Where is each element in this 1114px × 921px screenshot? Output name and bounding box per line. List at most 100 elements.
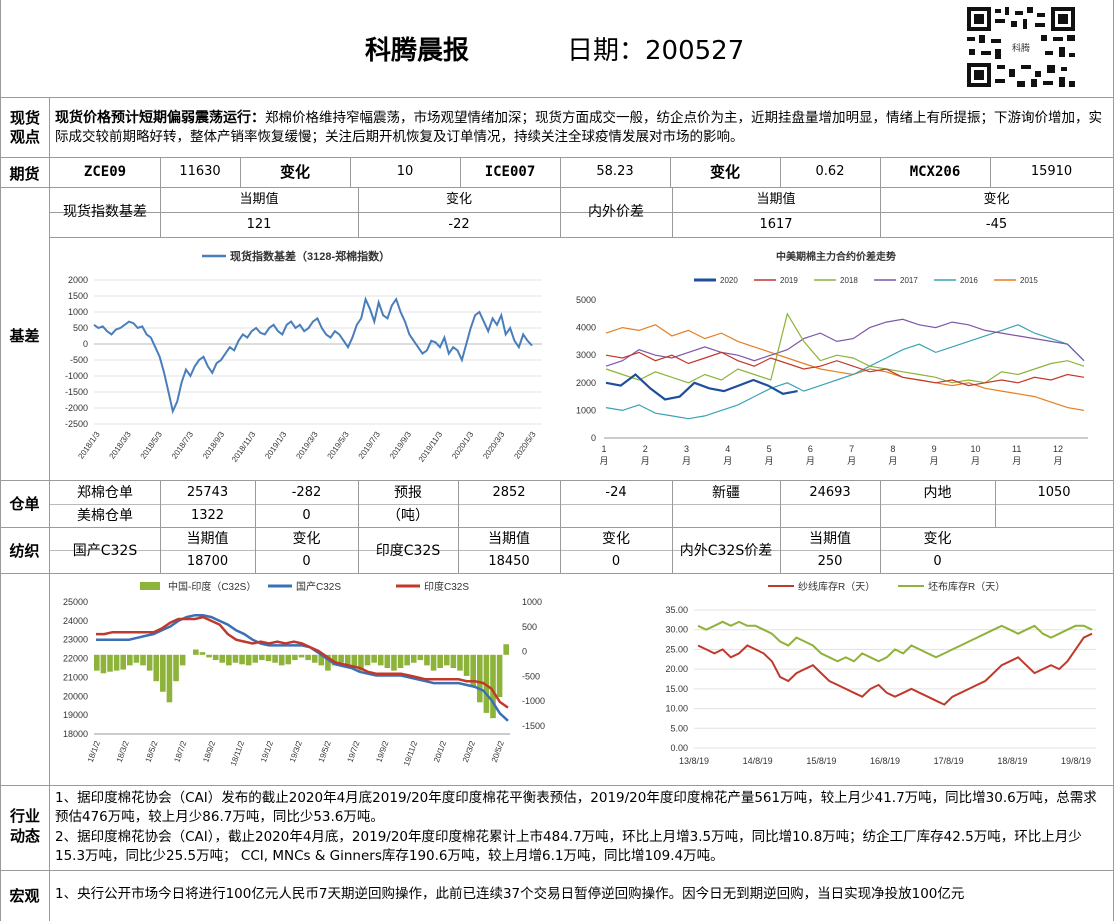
basis-x-tick: 2019/11/3 <box>417 430 445 464</box>
spread-legend-label: 2017 <box>900 276 918 285</box>
c32s-diff-bar <box>278 654 285 666</box>
spread-y-tick: 4000 <box>576 323 596 333</box>
c32s-diff-bar <box>179 654 186 666</box>
label-basis: 基差 <box>9 327 40 345</box>
c32s-price-chart: 中国-印度（C32S） 国产C32S 印度C32S 25000 24000 23000 22… <box>63 580 545 767</box>
spread-x-tick-num: 7 <box>849 444 854 454</box>
spread-legend-label: 2016 <box>960 276 978 285</box>
c32s-diff-bar <box>166 654 173 703</box>
ind-chg-value: 0 <box>611 554 621 569</box>
label-futures: 期货 <box>9 165 40 183</box>
c32s-diff-bar <box>437 654 443 668</box>
spot-index-basis-label: 现货指数基差 <box>63 204 147 220</box>
inland-value: 1050 <box>1037 485 1071 500</box>
label-macro: 宏观 <box>9 887 40 905</box>
forecast-value: 2852 <box>492 485 526 500</box>
c32s-x-tick: 19/1/2 <box>259 739 275 763</box>
report-date: 日期：200527 <box>567 36 745 66</box>
c32s-diff-bar <box>311 654 318 663</box>
spot-index-basis-chart: 2000 1500 1000 500 0 -500 -1000 -1500 -2000 -2500… <box>65 249 542 464</box>
spread-legend-label: 2018 <box>840 276 858 285</box>
c32s-diff-bar <box>404 654 410 666</box>
dom-chg-value: 0 <box>302 554 311 569</box>
spot-view-heading: 现货价格预计短期偏弱震荡运行： <box>55 110 265 126</box>
spread-x-tick-num: 1 <box>601 444 606 454</box>
c32s-series-国产C32S <box>96 613 509 722</box>
futures-value-zce: 11630 <box>179 164 221 179</box>
inventory-x-tick: 19/8/19 <box>1061 756 1091 766</box>
inventory-y-tick: 10.00 <box>665 704 688 714</box>
basis-y-tick: 500 <box>73 323 88 333</box>
spread-x-tick-unit: 月 <box>847 456 856 466</box>
c32s-y-tick: 22000 <box>63 654 88 664</box>
c32s-diff-bar <box>391 654 397 671</box>
futures-change-ice: 0.62 <box>815 164 845 179</box>
c32s-diff-bar <box>173 654 179 682</box>
c32s-diff-bar <box>490 654 496 719</box>
label-spot: 现货观点 <box>9 109 40 146</box>
c32s-diff-bar <box>252 654 259 663</box>
spread-x-tick-num: 6 <box>808 444 813 454</box>
inventory-x-tick: 15/8/19 <box>806 756 836 766</box>
inventory-legend-label: 纱线库存R（天） <box>798 580 875 593</box>
c32s-diff-bar <box>140 654 146 666</box>
c32s-diff-bar <box>364 654 371 666</box>
inventory-series <box>697 620 1093 663</box>
c32s-diff-bar <box>259 654 265 661</box>
spread-series-2018 <box>605 312 1085 384</box>
spot-index-chg-header: 变化 <box>445 192 472 207</box>
basis-x-tick: 2018/1/3 <box>76 430 102 461</box>
spread-x-tick-num: 10 <box>970 444 980 454</box>
c32s-x-tick: 18/9/2 <box>201 739 217 763</box>
basis-y-tick: 2000 <box>68 275 88 285</box>
c32s-diff-bar <box>450 654 457 668</box>
spot-index-cur-value: 121 <box>246 217 272 232</box>
c32s-diff-bar <box>272 654 278 663</box>
inland-label: 内地 <box>923 485 952 501</box>
futures-contract-zce: ZCE09 <box>83 164 127 180</box>
c32s-x-tick: 19/3/2 <box>288 739 304 763</box>
macro-item-1: 1、央行公开市场今日将进行100亿元人民币7天期逆回购操作，此前已连续37个交易… <box>55 886 965 902</box>
c32s-legend-label: 中国-印度（C32S） <box>168 580 256 593</box>
c32s-diff-bar <box>443 654 450 666</box>
c32s-diff-bar <box>318 654 325 666</box>
spread-y-tick: 2000 <box>576 378 596 388</box>
c32s-diff-bar <box>358 654 364 671</box>
c32s-y-tick: 25000 <box>63 597 88 607</box>
c32s-diff-bar <box>219 654 226 663</box>
c32s-diff-bar <box>463 654 470 676</box>
c32s-legend-label: 印度C32S <box>424 580 469 593</box>
xinjiang-value: 24693 <box>809 485 851 500</box>
c32s-x-tick: 18/7/2 <box>172 739 188 763</box>
basis-x-tick: 2019/3/3 <box>294 430 320 461</box>
futures-change-label-2: 变化 <box>709 163 740 181</box>
c32s-diff-bar <box>344 654 351 666</box>
basis-y-tick: -2000 <box>65 403 88 413</box>
spot-index-cur-header: 当期值 <box>239 192 279 207</box>
c32s-diff-bar <box>503 644 509 655</box>
basis-y-tick: 1500 <box>68 291 88 301</box>
c32s-y2-tick: 1000 <box>522 597 542 607</box>
c32s-diff-bar <box>397 654 404 668</box>
spread-series-2019 <box>605 351 1085 387</box>
c32s-y-tick: 24000 <box>63 616 88 626</box>
inventory-y-tick: 35.00 <box>665 605 688 615</box>
basis-x-tick: 2020/1/3 <box>450 430 476 461</box>
basis-x-tick: 2019/9/3 <box>388 430 414 461</box>
dom-chg-header: 变化 <box>292 531 321 547</box>
industry-item-2: 2、据印度棉花协会（CAI），截止2020年4月底，2019/20年度印度棉花累… <box>55 829 1082 864</box>
c32s-diff-bar <box>338 654 344 663</box>
basis-x-tick: 2019/5/3 <box>326 430 352 461</box>
zheng-receipt-change: -282 <box>291 485 322 500</box>
diff-chg-value: 0 <box>933 554 942 569</box>
c32s-x-tick: 19/7/2 <box>346 739 362 763</box>
inout-chg-header: 变化 <box>983 192 1010 207</box>
c32s-x-tick: 20/1/2 <box>432 739 448 763</box>
c32s-legend-label: 国产C32S <box>296 580 341 593</box>
basis-x-tick: 2018/3/3 <box>108 430 134 461</box>
c32s-diff-bar <box>94 654 100 671</box>
c32s-x-tick: 18/1/2 <box>86 739 102 763</box>
report-title: 科腾晨报 <box>365 36 470 66</box>
c32s-diff-bar <box>457 654 463 671</box>
spread-x-tick-unit: 月 <box>1012 456 1021 466</box>
